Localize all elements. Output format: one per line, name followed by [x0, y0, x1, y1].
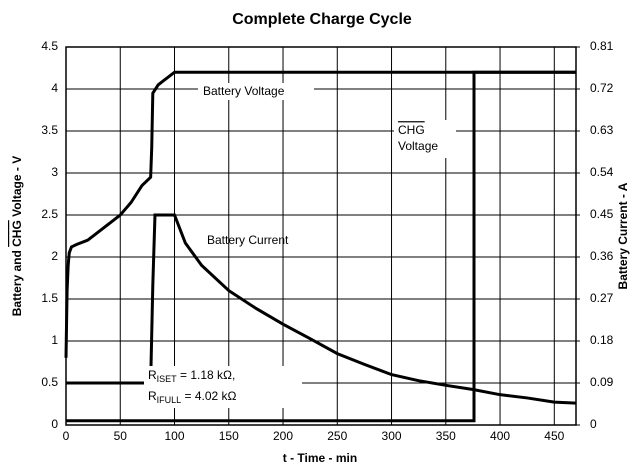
y2-tick-label: 0.18 [590, 333, 614, 347]
resistor-rest: = 4.02 kΩ [181, 389, 236, 403]
y2-tick-label: 0.27 [590, 291, 614, 305]
y-label-overline: CHG [10, 220, 24, 247]
y2-tick-label: 0.81 [590, 39, 614, 53]
label-bg [394, 120, 456, 158]
resistor-label: RIFULL = 4.02 kΩ [148, 389, 237, 405]
y2-tick-label: 0.63 [590, 123, 614, 137]
y-tick-label: 4.5 [41, 39, 58, 53]
x-tick-label: 250 [327, 429, 347, 443]
resistor-main: R [148, 389, 157, 403]
resistor-sub: ISET [157, 374, 178, 384]
series-label: Battery Current [207, 233, 289, 247]
x-tick-label: 400 [490, 429, 510, 443]
x-tick-label: 100 [164, 429, 184, 443]
resistor-main: R [148, 368, 157, 382]
y-axis-label: Battery and CHG Voltage - V [10, 156, 24, 316]
plot-frame [65, 46, 577, 426]
y-tick-label: 0.5 [41, 375, 58, 389]
y-tick-label: 1 [51, 333, 58, 347]
chg-label: Voltage [398, 139, 438, 153]
label-bg [144, 366, 302, 408]
x-tick-label: 350 [436, 429, 456, 443]
x-tick-label: 50 [114, 429, 128, 443]
chart-title: Complete Charge Cycle [232, 11, 412, 28]
y2-tick-label: 0 [590, 417, 597, 431]
y-tick-label: 4 [51, 81, 58, 95]
label-bg [198, 83, 314, 100]
y2-tick-label: 0.72 [590, 81, 614, 95]
data-line [66, 213, 577, 405]
y2-axis-label: Battery Current - A [616, 182, 630, 289]
x-axis-label: t - Time - min [283, 451, 357, 465]
y2-tick-label: 0.45 [590, 207, 614, 221]
y2-tick-label: 0.09 [590, 375, 614, 389]
data-line [64, 70, 576, 358]
resistor-label: RISET = 1.18 kΩ, [148, 368, 235, 384]
data-line [66, 70, 576, 423]
y-label-part: Voltage - V [10, 156, 24, 220]
x-tick-label: 150 [219, 429, 239, 443]
y2-tick-label: 0.54 [590, 165, 614, 179]
y-tick-label: 2 [51, 249, 58, 263]
x-tick-label: 450 [544, 429, 564, 443]
x-tick-label: 0 [63, 429, 70, 443]
y-tick-label: 2.5 [41, 207, 58, 221]
y-tick-label: 0 [51, 417, 58, 431]
x-tick-label: 300 [382, 429, 402, 443]
y-tick-label: 1.5 [41, 291, 58, 305]
resistor-sub: IFULL [157, 395, 182, 405]
x-tick-label: 200 [273, 429, 293, 443]
resistor-rest: = 1.18 kΩ, [177, 368, 236, 382]
y-tick-label: 3 [51, 165, 58, 179]
y2-tick-label: 0.36 [590, 249, 614, 263]
y-label-part: Battery and [10, 247, 24, 316]
series-label: Battery Voltage [203, 84, 285, 98]
chg-label: CHG [398, 123, 425, 137]
y-tick-label: 3.5 [41, 123, 58, 137]
